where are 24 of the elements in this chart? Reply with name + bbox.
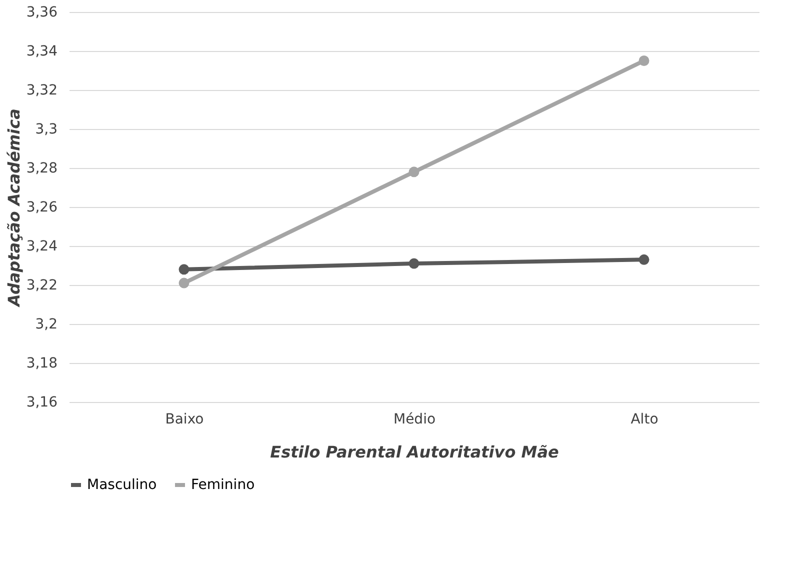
y-tick-label: 3,22 — [26, 278, 58, 294]
y-axis-title: Adaptação Académica — [4, 108, 24, 308]
point — [178, 278, 190, 288]
y-tick-label: 3,32 — [26, 82, 58, 98]
y-tick-label: 3,24 — [26, 238, 58, 254]
x-axis-title: Estilo Parental Autoritativo Mãe — [270, 442, 559, 462]
y-tick-label: 3,34 — [26, 44, 58, 60]
legend-label: Masculino — [87, 477, 157, 493]
y-tick-label: 3,2 — [35, 316, 58, 332]
point — [638, 254, 650, 265]
point — [408, 258, 420, 269]
legend-label: Feminino — [191, 477, 255, 493]
y-tick-label: 3,28 — [26, 160, 58, 176]
x-tick-label: Baixo — [165, 412, 204, 428]
y-tick-label: 3,18 — [26, 356, 58, 372]
x-tick-label: Alto — [630, 412, 658, 428]
point — [408, 166, 420, 178]
y-tick-label: 3,3 — [35, 122, 58, 138]
y-tick-label: 3,26 — [26, 200, 58, 216]
x-tick-label: Médio — [393, 412, 436, 428]
point — [178, 264, 190, 275]
point — [638, 56, 650, 66]
y-tick-label: 3,16 — [26, 394, 58, 410]
y-tick-label: 3,36 — [26, 4, 58, 20]
